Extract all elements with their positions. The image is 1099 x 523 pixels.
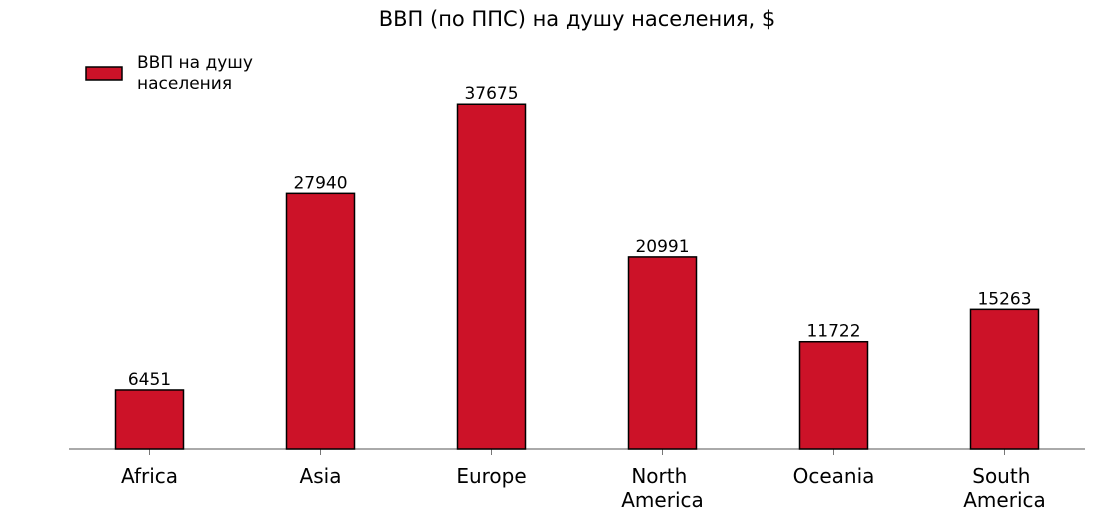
bar	[456, 103, 527, 450]
value-label: 27940	[293, 173, 347, 193]
value-label: 6451	[128, 370, 171, 390]
x-tick-label: Africa	[121, 464, 178, 488]
chart-title: ВВП (по ППС) на душу населения, $	[379, 7, 776, 31]
bar	[285, 192, 356, 450]
value-label: 20991	[635, 237, 689, 257]
legend-swatch	[85, 66, 123, 81]
x-tick-label: South America	[963, 464, 1046, 512]
bar	[627, 256, 698, 450]
x-tick-label: Asia	[300, 464, 342, 488]
value-label: 15263	[977, 289, 1031, 309]
bar	[798, 340, 869, 450]
bar	[969, 308, 1040, 450]
x-tick-label: Oceania	[793, 464, 875, 488]
x-tick-label: North America	[621, 464, 704, 512]
value-label: 37675	[464, 84, 518, 104]
legend-label: ВВП на душу населения	[137, 53, 258, 94]
value-label: 11722	[806, 322, 860, 342]
x-tick-label: Europe	[456, 464, 526, 488]
bar	[114, 389, 185, 450]
